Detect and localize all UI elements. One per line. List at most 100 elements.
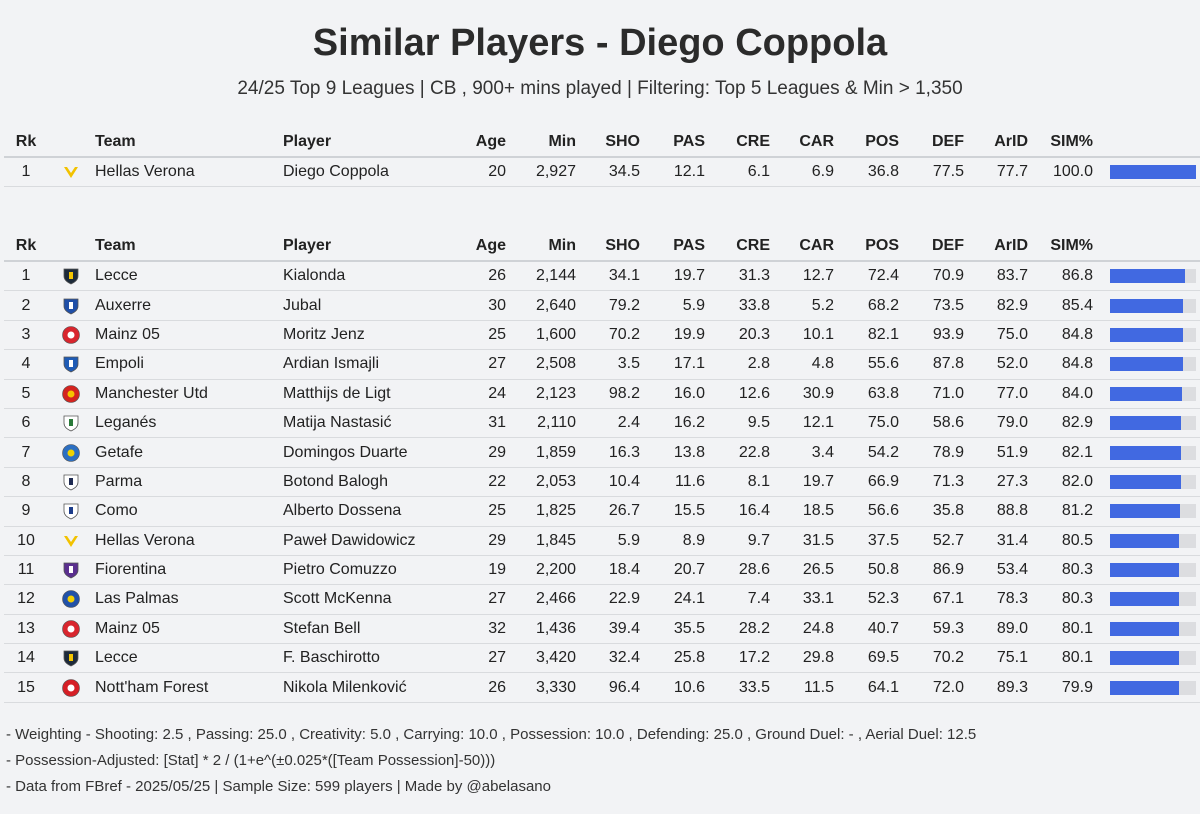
cell-arid: 89.0: [996, 619, 1028, 637]
cell-age: 19: [488, 561, 506, 579]
cell-pas: 24.1: [673, 590, 705, 608]
cell-age: 27: [488, 649, 506, 667]
sim-bar-cell: [1110, 615, 1196, 643]
table-header: Rk Team Player Age Min SHO PAS CRE CAR POS DEF ArID…: [4, 128, 1200, 158]
cell-sim: 82.9: [1061, 414, 1093, 432]
cell-team: Las Palmas: [95, 590, 179, 608]
cell-player: Paweł Dawidowicz: [283, 531, 416, 549]
cell-pas: 8.9: [682, 531, 705, 549]
cell-def: 86.9: [932, 561, 964, 579]
cell-player: Scott McKenna: [283, 590, 392, 608]
sim-bar-cell: [1110, 380, 1196, 408]
header-pos: POS: [865, 237, 899, 254]
header-minutes: Min: [548, 133, 576, 150]
header-age: Age: [475, 133, 506, 150]
cell-rank: 2: [21, 296, 31, 314]
cell-rank: 8: [21, 472, 31, 490]
cell-pas: 5.9: [682, 296, 705, 314]
cell-team: Manchester Utd: [95, 384, 208, 402]
hellas-verona-icon: [64, 167, 78, 179]
cell-team: Fiorentina: [95, 561, 167, 579]
cell-player: Matija Nastasić: [283, 414, 392, 432]
header-arid: ArID: [994, 133, 1028, 150]
cell-car: 26.5: [802, 561, 834, 579]
table-row: 14 Lecce F. Baschirotto 27 3,420 32.4 25.8 17.2…: [4, 644, 1200, 674]
table-row: 6 Leganés Matija Nastasić 31 2,110 2.4 16.2 9.5…: [4, 409, 1200, 439]
header-def: DEF: [932, 237, 964, 254]
cell-pos: 72.4: [867, 267, 899, 285]
cell-pos: 52.3: [867, 590, 899, 608]
team-logo: [54, 380, 88, 408]
cell-sho: 79.2: [608, 296, 640, 314]
table-row: 3 Mainz 05 Moritz Jenz 25 1,600 70.2 19.9 20.3 1…: [4, 321, 1200, 351]
cell-arid: 88.8: [996, 502, 1028, 520]
getafe-icon: [62, 443, 80, 462]
cell-cre: 17.2: [738, 649, 770, 667]
cell-arid: 75.1: [996, 649, 1028, 667]
cell-sho: 16.3: [608, 443, 640, 461]
team-logo: [54, 262, 88, 290]
header-cre: CRE: [736, 133, 770, 150]
cell-sho: 34.1: [608, 267, 640, 285]
cell-pos: 82.1: [867, 325, 899, 343]
cell-pos: 54.2: [867, 443, 899, 461]
header-rank: Rk: [15, 133, 37, 150]
cell-pos: 55.6: [867, 355, 899, 373]
header-rank: Rk: [15, 237, 37, 254]
cell-def: 67.1: [932, 590, 964, 608]
cell-arid: 83.7: [996, 267, 1028, 285]
cell-cre: 9.5: [747, 414, 770, 432]
cell-pos: 68.2: [867, 296, 899, 314]
table-row: 1 Lecce Kialonda 26 2,144 34.1 19.7 31.3 12.7 72.…: [4, 262, 1200, 292]
cell-pos: 69.5: [867, 649, 899, 667]
cell-def: 78.9: [932, 443, 964, 461]
cell-team: Nott'ham Forest: [95, 678, 209, 696]
cell-pos: 75.0: [867, 414, 899, 432]
cell-car: 5.2: [811, 296, 834, 314]
manchester-utd-icon: [62, 384, 80, 403]
sim-bar-track: [1110, 563, 1196, 578]
cell-rank: 1: [21, 163, 31, 181]
cell-def: 71.0: [932, 384, 964, 402]
footer-weighting: - Weighting - Shooting: 2.5 , Passing: 2…: [6, 726, 977, 743]
header-player: Player: [283, 237, 332, 254]
cell-cre: 8.1: [747, 472, 770, 490]
header-minutes: Min: [548, 237, 576, 254]
cell-minutes: 1,436: [535, 619, 576, 637]
team-logo: [54, 556, 88, 584]
cell-car: 31.5: [802, 531, 834, 549]
cell-player: Alberto Dossena: [283, 502, 402, 520]
sim-bar-track: [1110, 165, 1196, 180]
team-logo: [54, 321, 88, 349]
cell-car: 19.7: [802, 472, 834, 490]
sim-bar: [1110, 165, 1196, 180]
cell-rank: 5: [21, 384, 31, 402]
table-row: 7 Getafe Domingos Duarte 29 1,859 16.3 13.8 22.…: [4, 438, 1200, 468]
header-player: Player: [283, 133, 332, 150]
parma-icon: [63, 474, 79, 491]
empoli-icon: [63, 356, 79, 373]
cell-cre: 28.6: [738, 561, 770, 579]
cell-age: 29: [488, 531, 506, 549]
cell-minutes: 2,200: [535, 561, 576, 579]
cell-team: Mainz 05: [95, 325, 160, 343]
cell-cre: 2.8: [747, 355, 770, 373]
cell-rank: 11: [17, 561, 35, 579]
cell-sim: 79.9: [1061, 678, 1093, 696]
cell-player: Botond Balogh: [283, 472, 388, 490]
table-row: 4 Empoli Ardian Ismajli 27 2,508 3.5 17.1 2.8 4.…: [4, 350, 1200, 380]
table-row: 10 Hellas Verona Paweł Dawidowicz 29 1,845 5.…: [4, 527, 1200, 556]
cell-sho: 70.2: [608, 325, 640, 343]
cell-sim: 82.1: [1061, 443, 1093, 461]
cell-team: Auxerre: [95, 296, 152, 314]
cell-player: F. Baschirotto: [283, 649, 380, 667]
nottingham-forest-icon: [62, 678, 80, 697]
cell-arid: 52.0: [996, 355, 1028, 373]
cell-pas: 35.5: [673, 619, 705, 637]
cell-age: 27: [488, 590, 506, 608]
team-logo: [54, 468, 88, 496]
cell-team: Getafe: [95, 443, 144, 461]
header-team: Team: [95, 237, 136, 254]
cell-team: Hellas Verona: [95, 163, 195, 181]
header-age: Age: [475, 237, 506, 254]
